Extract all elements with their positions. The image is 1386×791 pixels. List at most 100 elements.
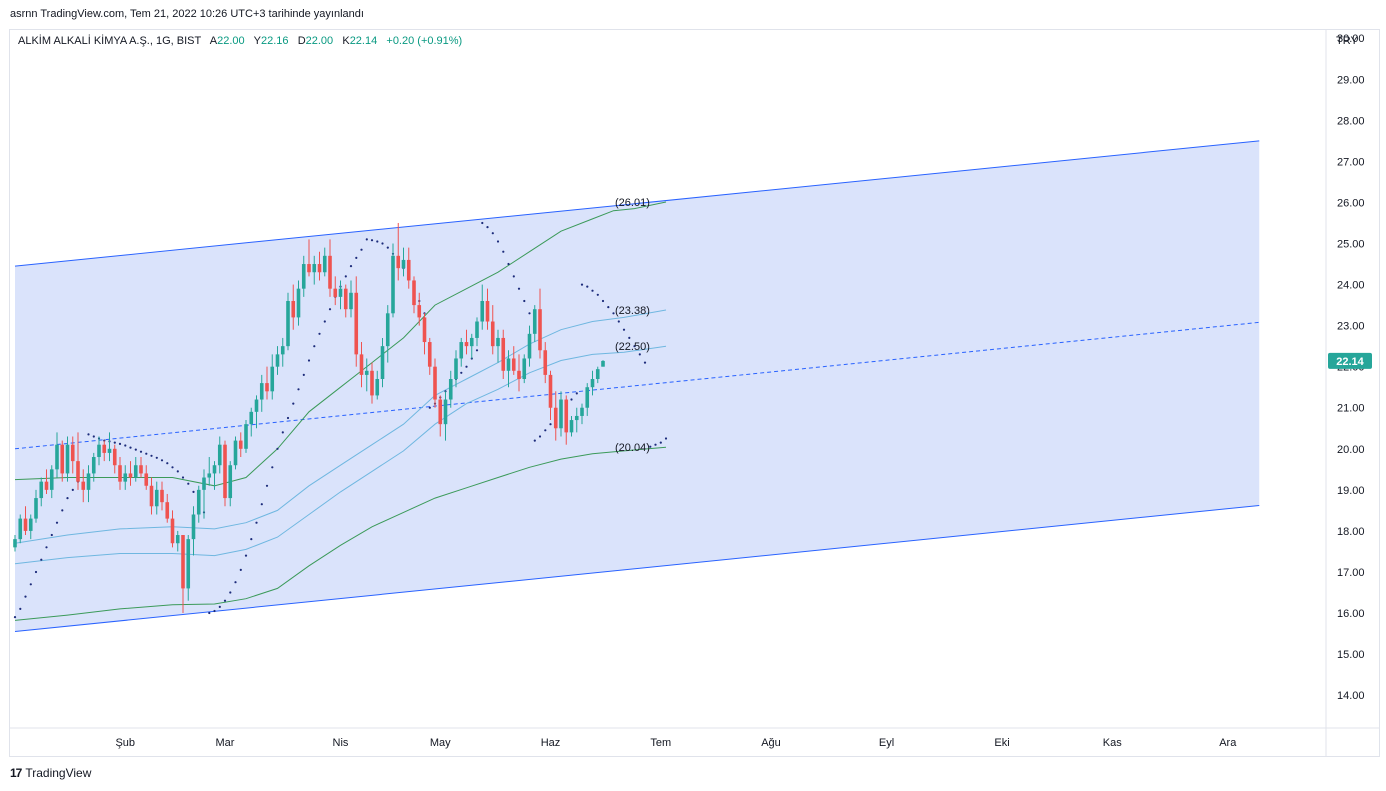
- candle[interactable]: [165, 493, 170, 523]
- candle[interactable]: [280, 337, 285, 367]
- candle[interactable]: [485, 288, 490, 330]
- candle[interactable]: [427, 337, 432, 375]
- candle[interactable]: [422, 313, 427, 355]
- candle[interactable]: [438, 395, 443, 437]
- candle[interactable]: [433, 358, 437, 408]
- candle[interactable]: [553, 391, 558, 441]
- candle[interactable]: [112, 444, 117, 474]
- candle[interactable]: [244, 420, 248, 453]
- candle[interactable]: [595, 366, 600, 384]
- candle[interactable]: [459, 337, 464, 367]
- candle[interactable]: [18, 514, 23, 544]
- candle[interactable]: [490, 305, 495, 355]
- candle[interactable]: [564, 395, 569, 445]
- candle[interactable]: [191, 506, 196, 556]
- candle[interactable]: [139, 457, 143, 478]
- candle[interactable]: [76, 432, 80, 490]
- candle[interactable]: [97, 436, 101, 466]
- candle[interactable]: [380, 337, 385, 388]
- candle[interactable]: [322, 247, 327, 277]
- candle[interactable]: [559, 391, 563, 437]
- candle[interactable]: [238, 432, 243, 458]
- candle[interactable]: [312, 255, 317, 285]
- candle[interactable]: [543, 342, 548, 384]
- candle[interactable]: [370, 362, 374, 404]
- candle[interactable]: [133, 457, 138, 482]
- candle[interactable]: [254, 395, 259, 429]
- candle[interactable]: [44, 469, 49, 494]
- candle[interactable]: [207, 457, 212, 486]
- candle[interactable]: [469, 333, 474, 359]
- candle[interactable]: [338, 280, 343, 310]
- candle[interactable]: [385, 305, 390, 363]
- candle[interactable]: [522, 354, 527, 384]
- candle[interactable]: [364, 358, 369, 392]
- candle[interactable]: [265, 366, 269, 400]
- candle[interactable]: [349, 280, 353, 318]
- candle[interactable]: [13, 535, 17, 552]
- candle[interactable]: [186, 535, 191, 601]
- candle[interactable]: [34, 489, 38, 523]
- candle[interactable]: [259, 374, 264, 412]
- candle[interactable]: [343, 284, 348, 318]
- symbol-label[interactable]: ALKİM ALKALİ KİMYA A.Ş., 1G, BIST: [18, 35, 202, 47]
- candle[interactable]: [354, 276, 359, 367]
- candle[interactable]: [496, 329, 500, 363]
- candle[interactable]: [249, 407, 254, 437]
- candle[interactable]: [585, 383, 590, 416]
- candle[interactable]: [480, 284, 485, 330]
- candle[interactable]: [49, 465, 54, 499]
- candle[interactable]: [501, 329, 506, 379]
- candle[interactable]: [175, 530, 180, 552]
- candle[interactable]: [60, 440, 65, 482]
- candle[interactable]: [223, 440, 227, 507]
- candle[interactable]: [81, 469, 86, 503]
- candle[interactable]: [580, 403, 584, 425]
- candle[interactable]: [275, 346, 280, 375]
- candle[interactable]: [448, 370, 453, 408]
- candle[interactable]: [527, 325, 532, 367]
- candle[interactable]: [70, 436, 75, 474]
- candle[interactable]: [333, 276, 338, 306]
- candle[interactable]: [396, 222, 401, 281]
- candle[interactable]: [417, 292, 422, 326]
- candle[interactable]: [328, 239, 332, 297]
- candle[interactable]: [569, 415, 574, 437]
- chart-frame[interactable]: [9, 29, 1380, 757]
- candle[interactable]: [464, 329, 469, 355]
- candle[interactable]: [590, 370, 595, 396]
- candle[interactable]: [102, 440, 107, 462]
- candle[interactable]: [118, 457, 122, 490]
- candle[interactable]: [154, 481, 159, 515]
- candle[interactable]: [307, 239, 311, 277]
- candle[interactable]: [548, 370, 553, 421]
- candle[interactable]: [391, 243, 395, 318]
- candle[interactable]: [412, 276, 416, 314]
- candle[interactable]: [401, 247, 406, 277]
- candle[interactable]: [149, 477, 154, 515]
- tradingview-logo[interactable]: 17 TradingView: [10, 766, 91, 780]
- candle[interactable]: [160, 481, 164, 511]
- candle[interactable]: [228, 461, 233, 507]
- candle[interactable]: [511, 346, 516, 375]
- candle[interactable]: [170, 510, 175, 548]
- candle[interactable]: [375, 370, 380, 400]
- candle[interactable]: [123, 465, 128, 490]
- candle[interactable]: [65, 436, 70, 482]
- candle[interactable]: [55, 432, 59, 478]
- candle[interactable]: [454, 350, 458, 388]
- candle[interactable]: [443, 391, 448, 441]
- candle[interactable]: [538, 288, 542, 359]
- candle[interactable]: [475, 317, 479, 347]
- candle[interactable]: [233, 436, 238, 470]
- candle[interactable]: [217, 436, 222, 474]
- candle[interactable]: [359, 342, 364, 388]
- candle[interactable]: [86, 465, 91, 503]
- candle[interactable]: [601, 360, 605, 367]
- candle[interactable]: [144, 465, 149, 490]
- candle[interactable]: [28, 514, 33, 540]
- candle[interactable]: [506, 350, 511, 388]
- candles-group[interactable]: [13, 222, 605, 614]
- candle[interactable]: [196, 485, 201, 523]
